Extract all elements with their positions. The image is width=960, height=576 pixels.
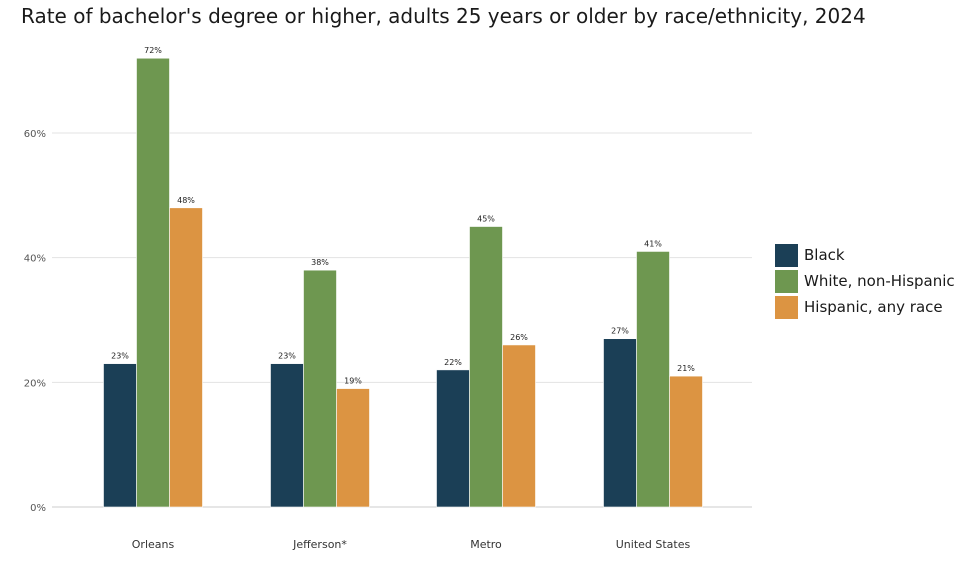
data-label-metro-white-non-hispanic: 45% xyxy=(477,215,495,224)
data-label-jefferson-white-non-hispanic: 38% xyxy=(311,258,329,267)
data-labels: 23% 72% 48% 23% 38% 19% 22% 45% 26% 27% 41% 21% xyxy=(111,46,695,385)
y-tick-label-40: 40% xyxy=(24,254,46,265)
data-label-orleans-black: 23% xyxy=(111,352,129,361)
bars xyxy=(103,57,703,508)
bar-metro-hispanic-any-race[interactable] xyxy=(502,344,536,508)
data-label-jefferson-black: 23% xyxy=(278,352,296,361)
bar-united-states-hispanic-any-race[interactable] xyxy=(669,375,703,508)
data-label-jefferson-hispanic-any-race: 19% xyxy=(344,377,362,386)
legend-label-black: Black xyxy=(804,246,845,264)
y-tick-label-60: 60% xyxy=(24,129,46,140)
bar-orleans-hispanic-any-race[interactable] xyxy=(169,207,203,508)
x-axis-ticks: Orleans Jefferson* Metro United States xyxy=(132,538,691,551)
bar-metro-white-non-hispanic[interactable] xyxy=(469,226,503,508)
legend-item-white-non-hispanic[interactable]: White, non-Hispanic xyxy=(775,268,955,294)
data-label-united-states-hispanic-any-race: 21% xyxy=(677,364,695,373)
legend-label-hispanic-any-race: Hispanic, any race xyxy=(804,298,943,316)
bar-jefferson-black[interactable] xyxy=(270,363,304,508)
chart-title: Rate of bachelor's degree or higher, adu… xyxy=(21,4,866,28)
bar-united-states-black[interactable] xyxy=(603,338,637,508)
data-label-orleans-white-non-hispanic: 72% xyxy=(144,46,162,55)
data-label-orleans-hispanic-any-race: 48% xyxy=(177,196,195,205)
legend-swatch-black xyxy=(775,243,798,267)
bar-jefferson-white-non-hispanic[interactable] xyxy=(303,269,337,508)
data-label-metro-hispanic-any-race: 26% xyxy=(510,333,528,342)
bar-jefferson-hispanic-any-race[interactable] xyxy=(336,388,370,508)
bar-metro-black[interactable] xyxy=(436,369,470,508)
x-tick-label-united-states: United States xyxy=(616,538,691,551)
data-label-united-states-black: 27% xyxy=(611,327,629,336)
data-label-metro-black: 22% xyxy=(444,358,462,367)
legend: Black White, non-Hispanic Hispanic, any … xyxy=(775,242,955,320)
legend-label-white-non-hispanic: White, non-Hispanic xyxy=(804,272,955,290)
y-tick-label-0: 0% xyxy=(30,503,46,514)
data-label-united-states-white-non-hispanic: 41% xyxy=(644,239,662,248)
y-axis-ticks: 0% 20% 40% 60% xyxy=(24,129,46,514)
bar-orleans-black[interactable] xyxy=(103,363,137,508)
y-tick-label-20: 20% xyxy=(24,378,46,389)
legend-item-black[interactable]: Black xyxy=(775,242,955,268)
x-tick-label-orleans: Orleans xyxy=(132,538,175,551)
bar-united-states-white-non-hispanic[interactable] xyxy=(636,251,670,508)
legend-swatch-hispanic-any-race xyxy=(775,295,798,319)
x-tick-label-jefferson: Jefferson* xyxy=(292,538,347,551)
x-tick-label-metro: Metro xyxy=(470,538,502,551)
legend-item-hispanic-any-race[interactable]: Hispanic, any race xyxy=(775,294,955,320)
bar-orleans-white-non-hispanic[interactable] xyxy=(136,57,170,508)
legend-swatch-white-non-hispanic xyxy=(775,269,798,293)
